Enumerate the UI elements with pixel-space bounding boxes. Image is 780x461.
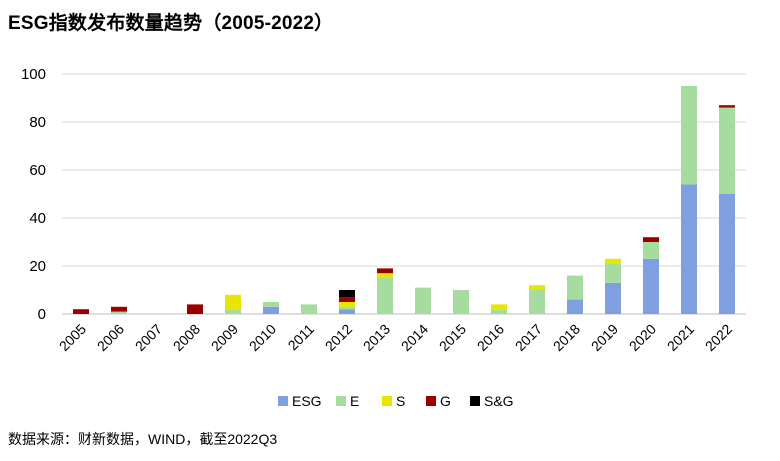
y-axis-ticks: 0 20 40 60 80 100: [21, 66, 46, 323]
y-tick-label: 0: [38, 306, 46, 323]
bar-G-2005: [73, 309, 89, 314]
x-tick-label: 2009: [208, 321, 241, 354]
bar-ESG-2010: [263, 306, 279, 314]
legend-label-S&G: S&G: [484, 393, 514, 409]
gridlines: [62, 73, 746, 315]
x-tick-label: 2010: [246, 321, 279, 354]
legend-swatch-G: [426, 396, 436, 406]
bar-ESG-2020: [643, 258, 659, 314]
x-axis-ticks: 2005 2006 2007 2008 2009 2010 2011 2012 2013 2014…: [56, 321, 735, 354]
bar-S-2012: [339, 302, 355, 307]
bar-G-2008: [187, 304, 203, 314]
x-tick-label: 2014: [398, 321, 431, 354]
bar-S-2013: [377, 273, 393, 278]
bar-E-2019: [605, 263, 621, 283]
y-tick-label: 80: [29, 114, 46, 131]
x-tick-label: 2012: [322, 321, 355, 354]
bar-E-2016: [491, 309, 507, 314]
legend-swatch-ESG: [278, 396, 288, 406]
bar-E-2006: [111, 311, 127, 314]
bar-ESG-2021: [681, 184, 697, 314]
bar-S-2009: [225, 294, 241, 310]
bar-E-2009: [225, 309, 241, 314]
bar-G-2020: [643, 237, 659, 242]
bar-E-2018: [567, 275, 583, 300]
bar-ESG-2019: [605, 282, 621, 314]
bar-S-2016: [491, 304, 507, 310]
bar-E-2012: [339, 306, 355, 310]
source-note: 数据来源：财新数据，WIND，截至2022Q3: [8, 431, 278, 447]
bar-E-2013: [377, 278, 393, 314]
x-tick-label: 2008: [170, 321, 203, 354]
bar-E-2010: [263, 302, 279, 307]
bar-G-2013: [377, 268, 393, 274]
x-tick-label: 2022: [702, 321, 735, 354]
y-tick-label: 40: [29, 210, 46, 227]
bar-E-2020: [643, 242, 659, 259]
x-tick-label: 2015: [436, 321, 469, 354]
bar-ESG-2022: [719, 194, 735, 314]
x-tick-label: 2007: [132, 321, 165, 354]
x-tick-label: 2016: [474, 321, 507, 354]
legend-label-S: S: [396, 393, 405, 409]
chart-title: ESG指数发布数量趋势（2005-2022）: [8, 13, 334, 34]
x-tick-label: 2019: [588, 321, 621, 354]
bar-E-2022: [719, 107, 735, 194]
x-tick-label: 2021: [664, 321, 697, 354]
bar-E-2021: [681, 86, 697, 185]
y-tick-label: 100: [21, 66, 46, 83]
bars: [73, 86, 735, 314]
x-tick-label: 2018: [550, 321, 583, 354]
x-tick-label: 2017: [512, 321, 545, 354]
x-tick-label: 2020: [626, 321, 659, 354]
bar-E-2011: [301, 304, 317, 314]
x-tick-label: 2011: [285, 321, 318, 354]
legend-swatch-S: [382, 396, 392, 406]
legend-label-ESG: ESG: [292, 393, 322, 409]
bar-G-2012: [339, 297, 355, 302]
bar-E-2017: [529, 290, 545, 314]
y-tick-label: 60: [29, 162, 46, 179]
legend-swatch-E: [336, 396, 346, 406]
y-tick-label: 20: [29, 258, 46, 275]
bar-S-2019: [605, 258, 621, 264]
x-tick-label: 2013: [360, 321, 393, 354]
legend: ESG E S G S&G: [278, 393, 514, 409]
x-tick-label: 2006: [94, 321, 127, 354]
legend-swatch-S&G: [470, 396, 480, 406]
bar-G-2022: [719, 105, 735, 108]
bar-E-2014: [415, 287, 431, 314]
bar-ESG-2018: [567, 299, 583, 314]
bar-E-2015: [453, 290, 469, 314]
legend-label-E: E: [350, 393, 359, 409]
bar-ESG-2012: [339, 309, 355, 314]
bar-S-2017: [529, 285, 545, 290]
legend-label-G: G: [440, 393, 451, 409]
bar-S&G-2012: [339, 290, 355, 298]
x-tick-label: 2005: [56, 321, 89, 354]
bar-G-2006: [111, 306, 127, 312]
